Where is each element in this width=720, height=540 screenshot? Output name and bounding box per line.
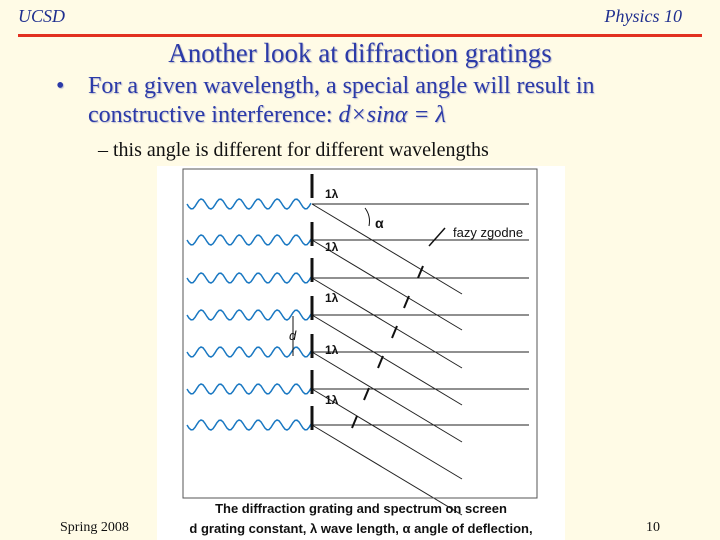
sub-bullet-text: this angle is different for different wa… (113, 139, 489, 161)
alpha-arc (364, 207, 370, 227)
diffracted-ray (311, 203, 463, 295)
footer-page-number: 10 (646, 520, 660, 535)
incident-wave (186, 346, 312, 358)
phase-dash (403, 295, 410, 309)
main-bullet: • For a given wavelength, a special angl… (56, 72, 696, 130)
wavelength-label: 1λ (325, 291, 339, 305)
diffracted-ray (311, 314, 463, 406)
alpha-label: α (375, 215, 384, 231)
incident-wave (186, 383, 312, 395)
wavelength-label: 1λ (325, 343, 339, 357)
sub-bullet: – this angle is different for different … (98, 139, 489, 161)
bullet-text: For a given wavelength, a special angle … (88, 72, 696, 130)
phase-dash (363, 387, 370, 401)
phase-dash (391, 325, 398, 339)
phase-dash (351, 415, 358, 429)
bullet-formula: d×sinα = λ (338, 102, 446, 128)
diffracted-ray (311, 388, 463, 480)
diffracted-ray (311, 277, 463, 369)
phase-dash (377, 355, 384, 369)
diffracted-ray (311, 239, 463, 331)
caption-box (182, 168, 538, 499)
wavelength-label: 1λ (325, 187, 339, 201)
bullet-dot: • (56, 73, 65, 99)
slide-title: Another look at diffraction gratings (168, 38, 552, 68)
phase-dash (417, 265, 424, 279)
phase-label: fazy zgodne (453, 225, 523, 240)
wavelength-label: 1λ (325, 240, 339, 254)
bullet-sentence: For a given wavelength, a special angle … (88, 73, 595, 128)
wavelength-label: 1λ (325, 393, 339, 407)
incident-wave (186, 419, 312, 431)
figure-caption-line2: d grating constant, λ wave length, α ang… (189, 521, 532, 536)
figure-caption-line1: The diffraction grating and spectrum on … (215, 501, 507, 516)
diffracted-ray (311, 424, 463, 516)
phase-arrow (428, 227, 446, 247)
incident-wave (186, 234, 312, 246)
incident-wave (186, 272, 312, 284)
header-subject: Physics 10 (604, 6, 682, 26)
incident-wave (186, 309, 312, 321)
header-course: UCSD (18, 6, 66, 26)
diffracted-ray (311, 351, 463, 443)
header-rule (18, 34, 702, 37)
footer-term: Spring 2008 (60, 520, 129, 535)
incident-wave (186, 198, 312, 210)
